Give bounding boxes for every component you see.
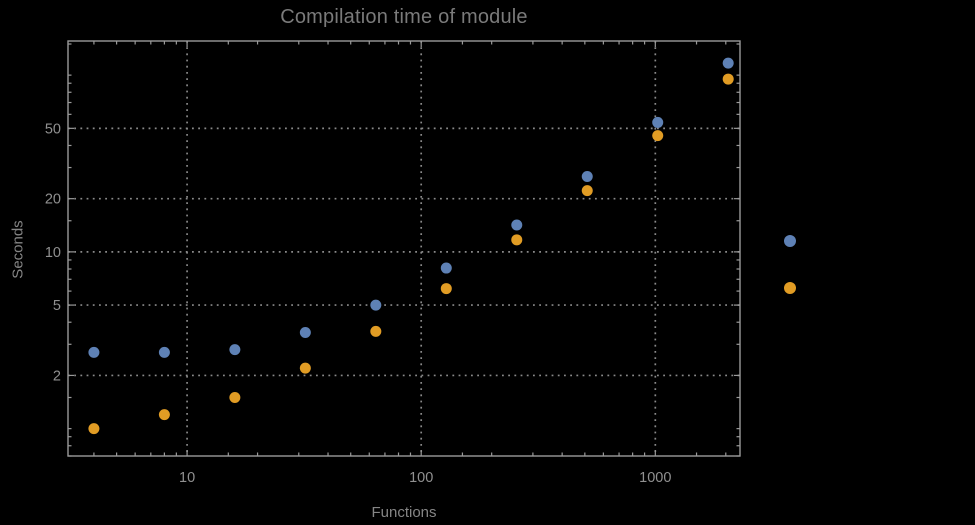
data-point-blue <box>511 219 523 231</box>
data-point-blue <box>299 326 311 338</box>
data-point-blue <box>229 344 241 356</box>
x-tick-label: 1000 <box>639 470 671 486</box>
data-point-orange <box>229 391 241 403</box>
data-point-blue <box>652 116 664 128</box>
data-point-blue <box>158 346 170 358</box>
x-axis-label: Functions <box>371 504 437 521</box>
y-tick-label: 50 <box>45 121 61 137</box>
y-tick-label: 2 <box>53 368 61 384</box>
x-tick-label: 100 <box>409 470 433 486</box>
legend-marker-blue <box>784 235 796 247</box>
y-tick-label: 5 <box>53 298 61 314</box>
data-point-orange <box>370 325 382 337</box>
data-point-orange <box>511 234 523 246</box>
plot-frame <box>67 40 741 457</box>
data-point-orange <box>581 185 593 197</box>
data-point-orange <box>652 130 664 142</box>
legend-marker-orange <box>784 282 796 294</box>
data-point-orange <box>158 409 170 421</box>
data-point-orange <box>299 362 311 374</box>
data-point-blue <box>440 262 452 274</box>
y-axis-label: Seconds <box>9 220 27 279</box>
data-point-orange <box>722 73 734 85</box>
data-point-orange <box>440 283 452 295</box>
x-tick-label: 10 <box>179 470 195 486</box>
data-point-orange <box>88 423 100 435</box>
data-point-blue <box>722 57 734 69</box>
y-tick-label: 10 <box>45 245 61 261</box>
chart-title: Compilation time of module <box>280 6 528 28</box>
y-tick-label: 20 <box>45 192 61 208</box>
data-point-blue <box>370 299 382 311</box>
data-point-blue <box>581 170 593 182</box>
data-point-blue <box>88 346 100 358</box>
